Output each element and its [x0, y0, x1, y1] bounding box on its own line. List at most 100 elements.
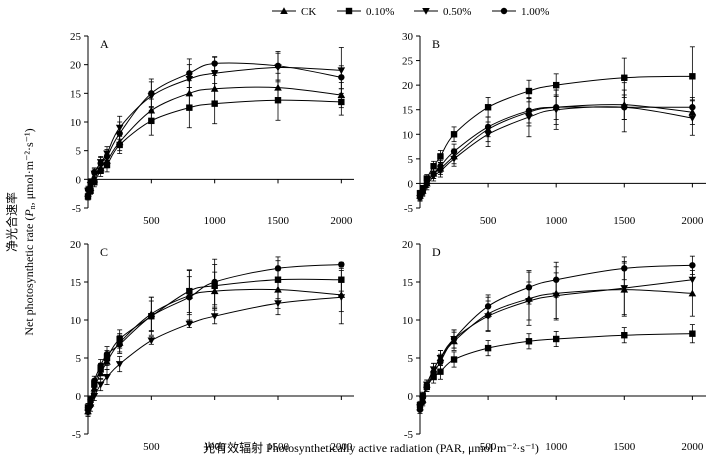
- data-point: [84, 404, 92, 411]
- data-point: [87, 396, 94, 403]
- data-point: [97, 362, 104, 369]
- data-point: [186, 294, 193, 301]
- panel-letter: D: [432, 245, 441, 259]
- legend-marker: [422, 8, 430, 15]
- data-point: [552, 276, 560, 283]
- data-point: [689, 330, 696, 337]
- data-point: [185, 320, 194, 328]
- data-point: [115, 361, 124, 368]
- legend-label: CK: [301, 6, 316, 18]
- data-point: [274, 300, 282, 308]
- data-point: [148, 117, 155, 125]
- panel-c: -5 0 5 10 15 20 500 1000 1500 2000 C: [70, 239, 354, 453]
- y-tick-label: -5: [404, 429, 414, 441]
- y-tick-label: -5: [72, 203, 82, 215]
- data-point: [338, 98, 345, 106]
- data-point: [90, 393, 99, 400]
- x-axis-title: 光有效辐射 Photosynthetically active radiatio…: [203, 440, 539, 455]
- data-point: [419, 398, 426, 406]
- data-point: [437, 163, 444, 170]
- y-tick-label: 5: [76, 353, 82, 365]
- legend-label: 0.50%: [443, 6, 471, 18]
- data-point: [103, 351, 111, 358]
- y-tick-label: 25: [70, 31, 82, 43]
- y-tick-label: 20: [70, 60, 82, 72]
- y-tick-label: 25: [402, 56, 414, 68]
- data-point: [211, 278, 218, 286]
- data-point: [210, 313, 219, 320]
- data-point: [484, 303, 492, 310]
- data-point: [97, 167, 104, 174]
- data-point: [96, 381, 105, 389]
- data-point: [91, 169, 98, 176]
- data-point: [621, 74, 628, 81]
- data-point: [211, 60, 218, 67]
- series-1-00pct: [84, 51, 345, 194]
- x-tick-label: 1500: [613, 441, 636, 453]
- data-point: [620, 285, 629, 292]
- legend-marker: [345, 7, 353, 15]
- x-tick-label: 500: [143, 441, 160, 453]
- y-tick-label: 10: [70, 117, 82, 129]
- data-point: [274, 97, 282, 104]
- y-tick-label: 20: [402, 239, 414, 251]
- data-point: [689, 104, 696, 111]
- data-point: [338, 261, 345, 268]
- legend-label: 0.10%: [366, 6, 394, 18]
- panel-a: -5 0 5 10 15 20 25 500 1000 1500 2000 A: [70, 31, 354, 227]
- data-point: [91, 179, 98, 186]
- panel-letter: B: [432, 37, 440, 51]
- data-point: [148, 90, 155, 97]
- data-point: [437, 358, 444, 365]
- legend-label: 1.00%: [521, 6, 549, 18]
- data-point: [423, 175, 431, 182]
- data-point: [430, 370, 437, 377]
- legend: CK 0.10% 0.50% 1.00%: [272, 6, 549, 18]
- data-point: [552, 335, 560, 343]
- y-tick-label: 0: [408, 178, 414, 190]
- y-tick-label: 20: [402, 80, 414, 92]
- data-point: [621, 265, 628, 272]
- y-tick-label: 10: [402, 315, 414, 327]
- legend-marker: [500, 7, 508, 15]
- data-point: [116, 341, 123, 348]
- y-tick-label: -5: [72, 429, 82, 441]
- legend-item: CK: [272, 6, 316, 18]
- y-tick-label: 15: [70, 88, 82, 100]
- data-point: [211, 100, 218, 107]
- y-tick-label: 5: [408, 353, 414, 365]
- data-point: [437, 368, 444, 375]
- panel-letter: C: [100, 245, 108, 259]
- x-tick-label: 1000: [204, 441, 227, 453]
- y-axis-title-cn: 净光合速率: [4, 192, 19, 252]
- data-point: [147, 337, 156, 345]
- x-tick-label: 1500: [267, 215, 290, 227]
- series-1-00pct: [84, 256, 345, 412]
- x-tick-label: 1000: [204, 215, 227, 227]
- data-point: [186, 70, 193, 77]
- data-point: [689, 73, 696, 80]
- data-point: [450, 356, 458, 363]
- data-point: [148, 313, 155, 320]
- data-point: [91, 377, 98, 384]
- data-point: [450, 131, 458, 138]
- data-point: [525, 107, 533, 114]
- data-point: [416, 406, 424, 413]
- x-tick-label: 2000: [681, 215, 704, 227]
- x-tick-label: 2000: [330, 215, 353, 227]
- y-tick-label: 30: [402, 31, 414, 43]
- y-tick-label: 5: [76, 146, 82, 158]
- series-1-00pct: [416, 94, 696, 201]
- data-point: [689, 262, 696, 269]
- y-tick-label: 5: [408, 154, 414, 166]
- x-tick-label: 1500: [613, 215, 636, 227]
- legend-marker: [280, 7, 288, 14]
- data-point: [337, 294, 346, 301]
- legend-item: 1.00%: [492, 6, 549, 18]
- data-point: [621, 104, 628, 111]
- data-point: [186, 104, 193, 111]
- data-point: [103, 374, 111, 381]
- x-tick-label: 1500: [267, 441, 290, 453]
